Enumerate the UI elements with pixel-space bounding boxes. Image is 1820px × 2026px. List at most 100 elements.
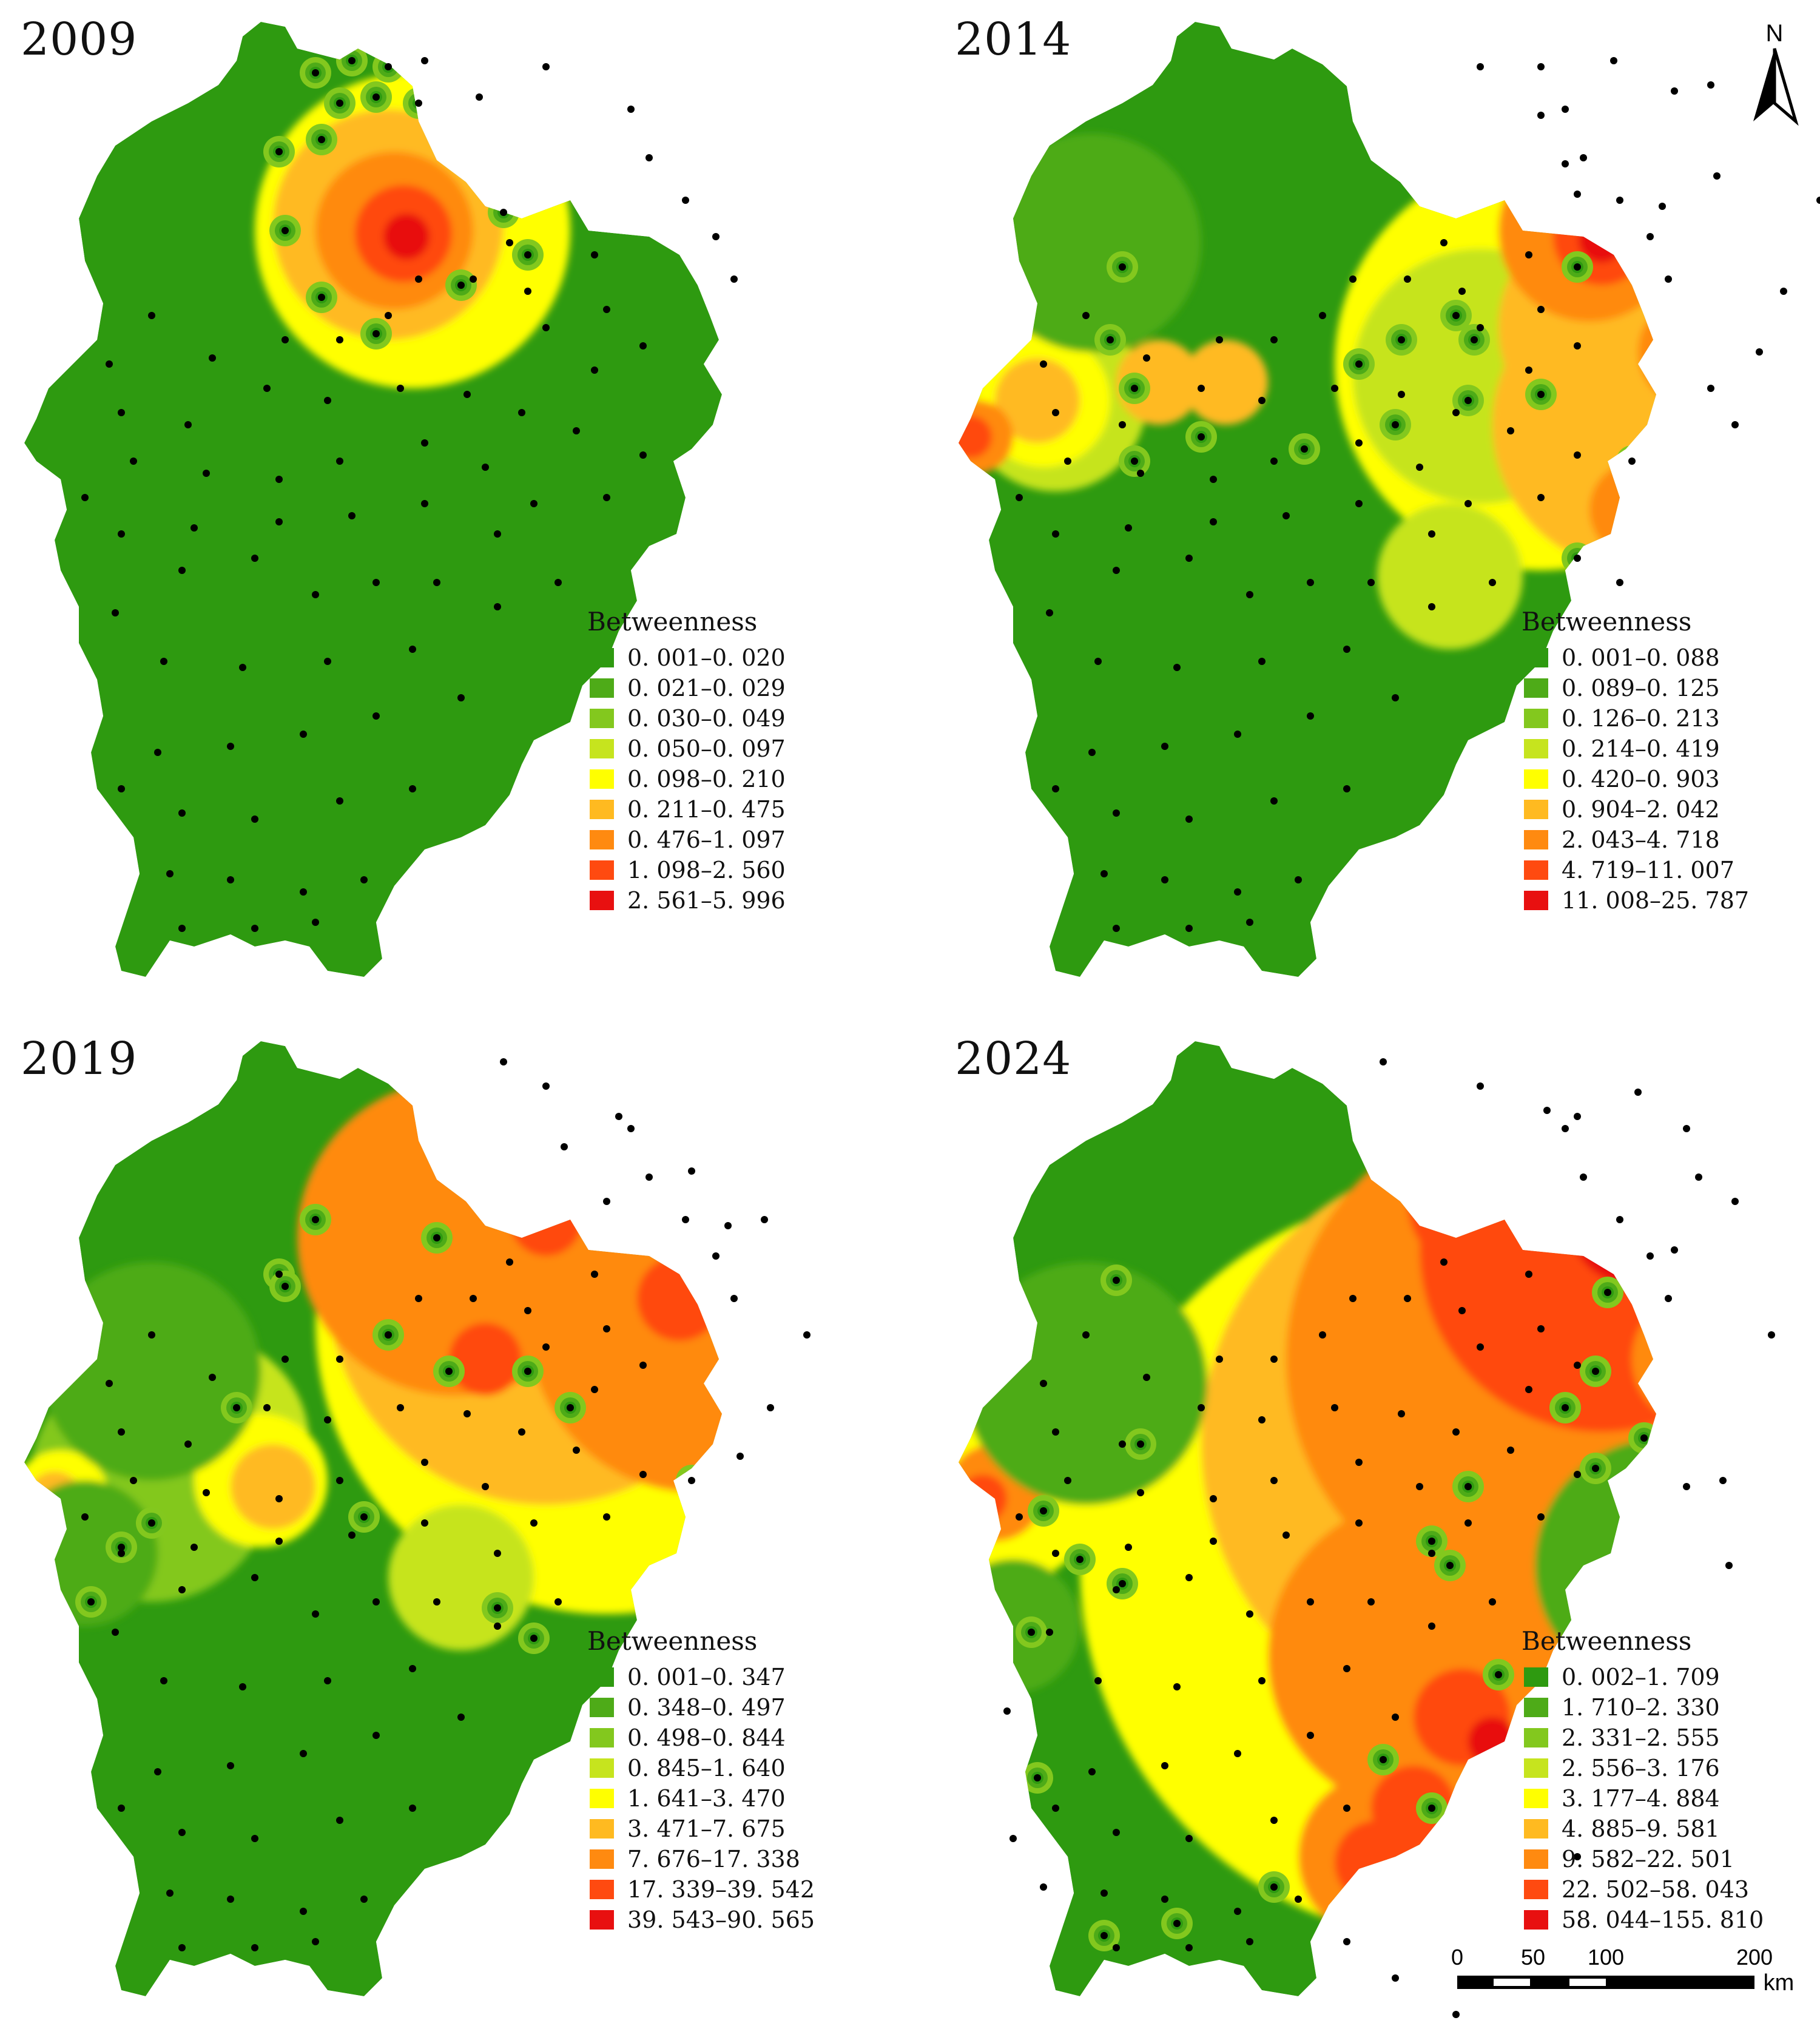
city-node-dot xyxy=(1100,870,1108,877)
legend-swatch xyxy=(1524,1880,1548,1899)
city-node-dot xyxy=(1640,1434,1648,1442)
city-node-dot xyxy=(1731,1198,1739,1205)
city-node-dot xyxy=(1046,609,1053,616)
city-node-dot xyxy=(463,1410,471,1417)
legend-swatch xyxy=(1524,709,1548,728)
city-node-dot xyxy=(1464,500,1472,507)
city-node-dot xyxy=(1040,1380,1047,1387)
city-node-dot xyxy=(542,324,550,331)
city-node-dot xyxy=(190,1544,198,1551)
city-node-dot xyxy=(1282,1531,1290,1539)
betweenness-zone xyxy=(231,1444,315,1529)
city-node-dot xyxy=(1355,500,1363,507)
city-node-dot xyxy=(603,1325,610,1332)
city-node-dot xyxy=(1319,312,1326,319)
city-node-dot xyxy=(227,1896,234,1903)
city-node-dot xyxy=(1428,530,1435,538)
city-node-dot xyxy=(1343,1665,1350,1672)
city-node-dot xyxy=(312,591,319,598)
legend: Betweenness 0. 002–1. 709 1. 710–2. 330 2.… xyxy=(1522,1626,1764,1935)
legend: Betweenness 0. 001–0. 088 0. 089–0. 125 0.… xyxy=(1522,607,1749,916)
city-node-dot xyxy=(1137,470,1144,477)
betweenness-zone xyxy=(1680,1298,1802,1420)
betweenness-zone xyxy=(1684,306,1750,373)
city-node-dot xyxy=(1009,1835,1017,1842)
city-node-dot xyxy=(372,330,380,337)
legend-class-label: 1. 710–2. 330 xyxy=(1562,1694,1720,1721)
betweenness-zone xyxy=(1665,325,1720,379)
legend-swatch xyxy=(590,860,614,880)
betweenness-zone xyxy=(383,214,430,260)
city-node-dot xyxy=(1234,888,1241,896)
legend-row: 3. 177–4. 884 xyxy=(1524,1783,1764,1814)
legend-row: 0. 001–0. 088 xyxy=(1524,643,1749,673)
city-node-dot xyxy=(1574,1362,1581,1369)
city-node-dot xyxy=(281,1283,289,1290)
betweenness-zone xyxy=(959,416,992,458)
city-node-dot xyxy=(1562,106,1569,113)
city-node-dot xyxy=(1185,925,1193,932)
city-node-dot xyxy=(178,809,186,817)
city-node-dot xyxy=(1495,1671,1502,1678)
city-node-dot xyxy=(524,288,531,295)
city-node-dot xyxy=(1119,1580,1126,1587)
city-node-dot xyxy=(1307,579,1314,586)
city-node-dot xyxy=(251,1944,258,1951)
city-node-dot xyxy=(639,451,647,459)
city-node-dot xyxy=(227,743,234,750)
city-node-dot xyxy=(494,1604,501,1612)
legend-row: 1. 641–3. 470 xyxy=(590,1783,815,1814)
legend-row: 0. 211–0. 475 xyxy=(590,794,786,825)
city-node-dot xyxy=(603,1513,610,1521)
city-node-dot xyxy=(1082,1331,1090,1339)
city-node-dot xyxy=(1343,646,1350,653)
city-node-dot xyxy=(1094,658,1102,665)
legend-class-label: 0. 001–0. 088 xyxy=(1562,644,1720,671)
city-node-dot xyxy=(736,1453,744,1460)
legend-row: 2. 556–3. 176 xyxy=(1524,1753,1764,1783)
city-node-dot xyxy=(239,1683,246,1690)
legend-class-label: 4. 885–9. 581 xyxy=(1562,1815,1720,1842)
city-node-dot xyxy=(336,336,343,343)
betweenness-zone xyxy=(1589,461,1656,558)
legend-title: Betweenness xyxy=(1522,1626,1692,1656)
scale-bar: 0 50 100 200 km xyxy=(1451,1945,1794,1996)
city-node-dot xyxy=(1404,275,1411,283)
legend-class-label: 0. 845–1. 640 xyxy=(627,1755,786,1781)
legend-row: 0. 001–0. 347 xyxy=(590,1662,815,1692)
city-node-dot xyxy=(688,1477,695,1484)
legend-title: Betweenness xyxy=(587,1626,758,1656)
city-node-dot xyxy=(1185,555,1193,562)
city-node-dot xyxy=(336,100,343,107)
legend-row: 7. 676–17. 338 xyxy=(590,1844,815,1874)
city-node-dot xyxy=(209,1374,216,1381)
city-node-dot xyxy=(1380,1058,1387,1065)
city-node-dot xyxy=(1198,1404,1205,1411)
city-node-dot xyxy=(730,275,738,283)
city-node-dot xyxy=(1113,1944,1120,1951)
legend-class-label: 7. 676–17. 338 xyxy=(627,1846,800,1872)
city-node-dot xyxy=(409,646,416,653)
legend-row: 0. 476–1. 097 xyxy=(590,825,786,855)
betweenness-zone xyxy=(1717,225,1820,346)
city-node-dot xyxy=(1052,1428,1059,1436)
city-node-dot xyxy=(1258,658,1266,665)
city-node-dot xyxy=(1458,1307,1466,1314)
city-node-dot xyxy=(203,470,210,477)
city-node-dot xyxy=(160,1677,167,1684)
city-node-dot xyxy=(1592,1368,1599,1375)
legend-class-label: 0. 498–0. 844 xyxy=(627,1724,786,1751)
city-node-dot xyxy=(1464,1519,1472,1527)
city-node-dot xyxy=(1683,1483,1690,1490)
city-node-dot xyxy=(603,1198,610,1205)
city-node-dot xyxy=(385,312,392,319)
city-node-dot xyxy=(1161,876,1168,883)
city-node-dot xyxy=(130,458,137,465)
city-node-dot xyxy=(1307,1732,1314,1739)
map-panel-2009: 2009 Betweenness 0. 001–0. 020 0. 021–0. … xyxy=(0,0,910,1007)
city-node-dot xyxy=(567,1404,574,1411)
city-node-dot xyxy=(1665,275,1672,283)
city-node-dot xyxy=(1076,1556,1084,1563)
city-node-dot xyxy=(372,712,380,720)
betweenness-zone xyxy=(388,1505,534,1650)
